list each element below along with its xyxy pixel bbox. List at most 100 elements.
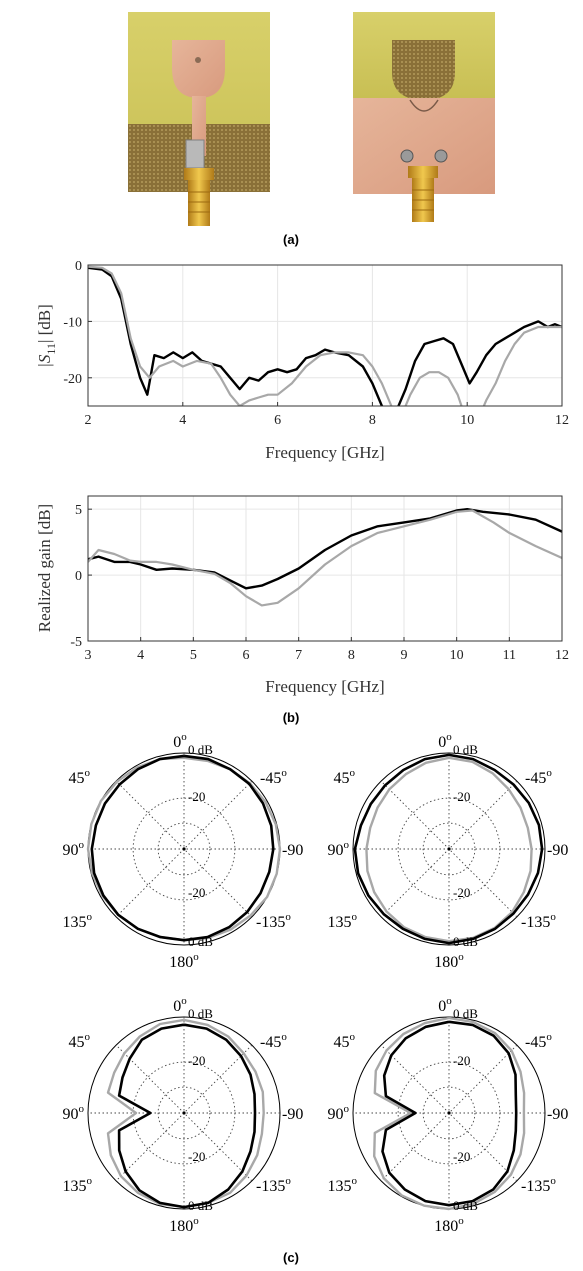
- s11-ylabel-main: |S: [35, 354, 54, 368]
- polar-label-minus90: -90: [282, 842, 303, 859]
- polar-label-90: 90o: [328, 1103, 350, 1123]
- s11-axes-frame: [87, 264, 563, 407]
- polar-ring-label-0db-top: 0 dB: [453, 742, 478, 757]
- polar-ring-label-0db-top: 0 dB: [453, 1006, 478, 1021]
- s11-xtick-1: 4: [179, 413, 186, 428]
- polar-label-180: 180o: [434, 951, 464, 971]
- polar-label-0: 0o: [438, 731, 452, 751]
- polar-pattern-line-2: [117, 1023, 257, 1209]
- s11-series-line-1: [88, 266, 562, 406]
- polar-ring-label-0db-bottom: 0 dB: [453, 934, 478, 949]
- polar-ring-label-0db-top: 0 dB: [188, 742, 213, 757]
- polar-label-minus45: -45o: [260, 767, 287, 787]
- gain-xtick-9: 12: [555, 648, 569, 663]
- caption-a: (a): [283, 232, 299, 247]
- polar-pattern-4: 0o 45o -45o 90o -90 135o -135o 180o 0 dB -20 -20 0 …: [328, 995, 569, 1235]
- gain-xtick-5: 8: [348, 648, 355, 663]
- polar-label-45: 45o: [69, 767, 91, 787]
- polar-label-135: 135o: [328, 1175, 358, 1195]
- polar-pattern-line-2: [353, 753, 544, 945]
- polar-label-180: 180o: [169, 951, 199, 971]
- s11-ticks: 2 4 6 8 10 12 0 -10 -20: [63, 259, 569, 428]
- polar-pattern-line-2: [90, 754, 275, 942]
- polar-pattern-line-1: [365, 756, 533, 943]
- polar-ring-label-minus20-top: -20: [453, 1053, 470, 1068]
- polar-center: [182, 1111, 186, 1115]
- s11-ytick-2: -20: [63, 372, 82, 387]
- polar-center: [447, 847, 451, 851]
- gain-xtick-0: 3: [85, 648, 92, 663]
- s11-xlabel: Frequency [GHz]: [265, 443, 384, 462]
- polar-inner-ring-2: [422, 822, 476, 876]
- gain-xtick-8: 11: [503, 648, 516, 663]
- polar-pattern-3: 0o 45o -45o 90o -90 135o -135o 180o 0 dB -20 -20 0 …: [63, 995, 304, 1235]
- polar-inner-ring-2: [157, 822, 211, 876]
- s11-series-line-2: [88, 265, 562, 406]
- polar-label-minus90: -90: [282, 1106, 303, 1123]
- s11-xtick-3: 8: [369, 413, 376, 428]
- gain-axes-frame: [87, 495, 563, 642]
- polar-inner-ring-2: [422, 1086, 476, 1140]
- polar-ring-label-minus20-bottom: -20: [453, 1149, 470, 1164]
- polar-ring-label-0db-bottom: 0 dB: [453, 1198, 478, 1213]
- polar-label-45: 45o: [69, 1031, 91, 1051]
- s11-grid: [87, 264, 563, 406]
- gain-series: [88, 508, 562, 607]
- polar-pattern-2: 0o 45o -45o 90o -90 135o -135o 180o 0 dB -20 -20 0 …: [328, 731, 569, 971]
- gain-xtick-1: 4: [137, 648, 144, 663]
- polar-label-minus135: -135o: [521, 911, 556, 931]
- polar-center: [182, 847, 186, 851]
- gain-xlabel: Frequency [GHz]: [265, 677, 384, 696]
- polar-pattern-line-2: [381, 1020, 518, 1207]
- s11-chart: 2 4 6 8 10 12 0 -10 -20 Frequency [GHz] |S11| [d…: [35, 259, 569, 462]
- gain-xtick-6: 9: [401, 648, 408, 663]
- antenna-photo-back: [353, 12, 495, 222]
- polar-ring-label-minus20-bottom: -20: [188, 885, 205, 900]
- gain-xtick-3: 6: [243, 648, 250, 663]
- polar-label-minus90: -90: [547, 842, 568, 859]
- polar-label-0: 0o: [438, 995, 452, 1015]
- polar-label-minus90: -90: [547, 1106, 568, 1123]
- polar-label-minus135: -135o: [256, 911, 291, 931]
- s11-ylabel-sub: 11: [44, 343, 58, 355]
- polar-center: [447, 1111, 451, 1115]
- s11-ytick-0: 0: [75, 259, 82, 274]
- s11-ylabel-tail: | [dB]: [35, 304, 54, 343]
- gain-ylabel: Realized gain [dB]: [35, 504, 54, 632]
- antenna-photo-front: [128, 12, 270, 226]
- polar-pattern-line-1: [373, 1016, 526, 1211]
- polar-ring-label-minus20-bottom: -20: [188, 1149, 205, 1164]
- s11-xtick-2: 6: [274, 413, 281, 428]
- s11-ylabel: |S11| [dB]: [35, 304, 58, 368]
- polar-ring-label-0db-bottom: 0 dB: [188, 934, 213, 949]
- polar-label-135: 135o: [328, 911, 358, 931]
- polar-ring-label-minus20-bottom: -20: [453, 885, 470, 900]
- polar-label-90: 90o: [63, 839, 85, 859]
- polar-pattern-1: 0o 45o -45o 90o -90 135o -135o 180o 0 dB -20 -20 0 …: [63, 731, 304, 971]
- gain-series-line-1: [88, 508, 562, 590]
- polar-label-45: 45o: [334, 767, 356, 787]
- gain-chart: 3 4 5 6 7 8 9 10 11 12 5 0 -5 Frequency [GHz] Realiz…: [35, 495, 569, 696]
- s11-xtick-0: 2: [85, 413, 92, 428]
- polar-label-0: 0o: [173, 995, 187, 1015]
- gain-ytick-1: 0: [75, 569, 82, 584]
- polar-ring-label-0db-bottom: 0 dB: [188, 1198, 213, 1213]
- polar-label-minus135: -135o: [256, 1175, 291, 1195]
- s11-series: [88, 265, 562, 406]
- polar-label-135: 135o: [63, 1175, 93, 1195]
- polar-ring-label-minus20-top: -20: [453, 789, 470, 804]
- polar-label-0: 0o: [173, 731, 187, 751]
- caption-b: (b): [283, 710, 300, 725]
- gain-xtick-4: 7: [295, 648, 302, 663]
- gain-ticks: 3 4 5 6 7 8 9 10 11 12 5 0 -5: [70, 503, 569, 663]
- gain-xtick-7: 10: [450, 648, 464, 663]
- polar-label-minus45: -45o: [260, 1031, 287, 1051]
- caption-c: (c): [283, 1250, 299, 1265]
- polar-label-180: 180o: [169, 1215, 199, 1235]
- polar-label-minus135: -135o: [521, 1175, 556, 1195]
- gain-ytick-0: 5: [75, 503, 82, 518]
- gain-series-line-2: [88, 509, 562, 607]
- polar-ring-label-minus20-top: -20: [188, 789, 205, 804]
- polar-label-minus45: -45o: [525, 767, 552, 787]
